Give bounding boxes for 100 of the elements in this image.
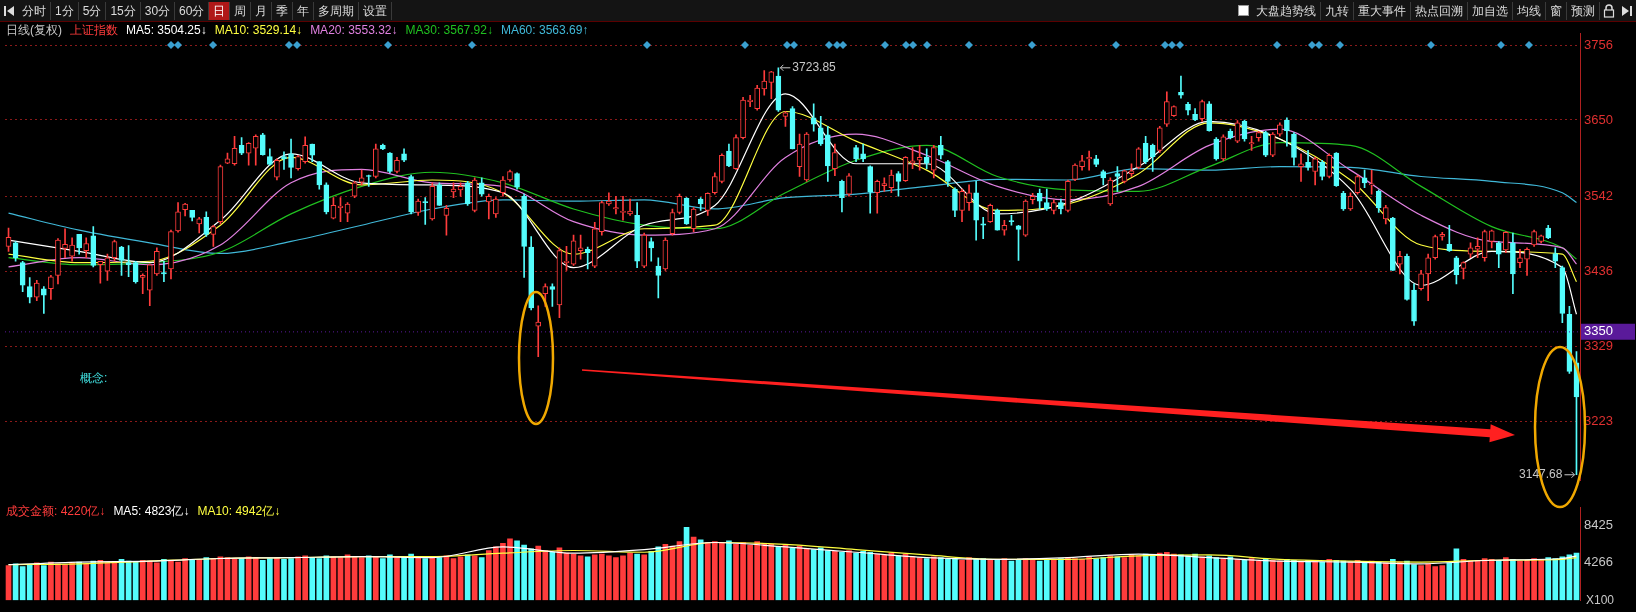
bar bbox=[1262, 559, 1269, 601]
bar bbox=[422, 558, 429, 601]
bar bbox=[189, 559, 195, 601]
candlestick bbox=[980, 217, 987, 239]
candlestick bbox=[1298, 153, 1304, 182]
bar bbox=[1058, 558, 1064, 601]
bar bbox=[196, 559, 203, 601]
text: X100 bbox=[1586, 592, 1615, 607]
text: 均线 bbox=[1513, 1, 1546, 20]
bar bbox=[1319, 561, 1326, 601]
y-tick-label: 4266 bbox=[1584, 553, 1613, 569]
text: MA5: 4823亿↓ bbox=[113, 504, 190, 518]
category-label: 日 bbox=[209, 1, 231, 20]
bar bbox=[161, 559, 167, 601]
bar bbox=[394, 557, 400, 601]
category-label: 1分 bbox=[51, 1, 79, 20]
bar bbox=[1382, 562, 1389, 601]
bar bbox=[203, 557, 210, 601]
bar bbox=[1326, 559, 1333, 601]
bar bbox=[415, 557, 421, 601]
bar bbox=[1375, 561, 1382, 601]
bar bbox=[1488, 559, 1495, 601]
bar bbox=[41, 565, 47, 601]
candlestick bbox=[281, 151, 287, 170]
bar bbox=[365, 555, 372, 601]
text: 预测 bbox=[1567, 1, 1600, 20]
category-label: 15分 bbox=[106, 1, 141, 20]
text: MA30: 3567.92↓ bbox=[405, 23, 493, 37]
chart-title: 成交金额: 4220亿↓ bbox=[6, 504, 106, 518]
ref-line-label: 3350 bbox=[1584, 323, 1613, 339]
bar bbox=[1050, 559, 1057, 601]
bar bbox=[90, 560, 97, 601]
chart-subtitle: 上证指数 bbox=[70, 23, 118, 37]
bar bbox=[584, 556, 591, 601]
text: MA10: 3529.14↓ bbox=[214, 23, 303, 37]
bar bbox=[987, 559, 994, 601]
category-label: 多周期 bbox=[314, 1, 360, 20]
text: 窗 bbox=[1546, 1, 1567, 20]
bar bbox=[372, 556, 379, 601]
bar bbox=[252, 557, 259, 601]
text: 重大事件 bbox=[1354, 1, 1411, 20]
candlestick bbox=[161, 260, 167, 283]
bar bbox=[634, 553, 640, 601]
y-tick-label: 3329 bbox=[1584, 338, 1613, 354]
bar bbox=[994, 559, 1001, 601]
y-tick-label: 3650 bbox=[1584, 111, 1613, 127]
text: MA10: 4942亿↓ bbox=[197, 504, 281, 518]
bar bbox=[930, 556, 937, 601]
bar bbox=[1312, 560, 1318, 601]
bar bbox=[471, 555, 478, 601]
annotation: 3723.85 bbox=[792, 60, 837, 75]
bar bbox=[839, 551, 845, 601]
category-label: 60分 bbox=[175, 1, 210, 20]
bar bbox=[1107, 555, 1114, 601]
bar bbox=[358, 557, 365, 601]
line-series bbox=[7, 165, 1578, 255]
annotation: 概念: bbox=[80, 371, 108, 386]
bar bbox=[429, 556, 436, 601]
bar bbox=[726, 540, 732, 601]
bar bbox=[846, 550, 852, 601]
text: 加自选 bbox=[1468, 1, 1513, 20]
text: 热点回溯 bbox=[1411, 1, 1468, 20]
bar bbox=[33, 562, 40, 601]
category-label: 分时 bbox=[18, 1, 51, 20]
category-label: 设置 bbox=[359, 1, 393, 20]
bar bbox=[832, 551, 838, 601]
candlestick bbox=[535, 305, 542, 357]
bar bbox=[1298, 561, 1304, 601]
bar bbox=[1305, 559, 1311, 601]
category-label: 季 bbox=[272, 1, 294, 20]
bar bbox=[1199, 556, 1205, 601]
candlestick bbox=[139, 273, 146, 295]
category-label: 周 bbox=[230, 1, 252, 20]
candlestick bbox=[810, 103, 817, 132]
candlestick bbox=[881, 177, 888, 192]
bar bbox=[1149, 554, 1156, 601]
chart-title: 日线(复权) bbox=[6, 23, 62, 37]
bar bbox=[274, 557, 280, 601]
category-label: 5分 bbox=[78, 1, 107, 20]
bar bbox=[641, 554, 648, 601]
y-tick-label: 3436 bbox=[1584, 262, 1613, 278]
y-tick-label: 3542 bbox=[1584, 187, 1613, 203]
bar bbox=[76, 561, 82, 601]
bar bbox=[1510, 559, 1516, 601]
text: MA5: 3504.25↓ bbox=[126, 23, 207, 37]
candlestick bbox=[613, 195, 619, 215]
category-label: 30分 bbox=[140, 1, 176, 20]
bar bbox=[1495, 559, 1502, 601]
candlestick bbox=[41, 286, 47, 314]
candlestick bbox=[584, 246, 591, 270]
candlestick bbox=[1178, 75, 1184, 99]
line-series bbox=[7, 541, 1578, 566]
candlestick bbox=[655, 257, 662, 299]
text: 九转 bbox=[1321, 1, 1354, 20]
bar bbox=[1390, 559, 1396, 601]
y-tick-label: 8425 bbox=[1584, 517, 1613, 532]
bar bbox=[1397, 561, 1403, 601]
bar bbox=[1503, 557, 1509, 601]
y-tick-label: 3756 bbox=[1584, 36, 1613, 52]
bar bbox=[26, 564, 33, 601]
